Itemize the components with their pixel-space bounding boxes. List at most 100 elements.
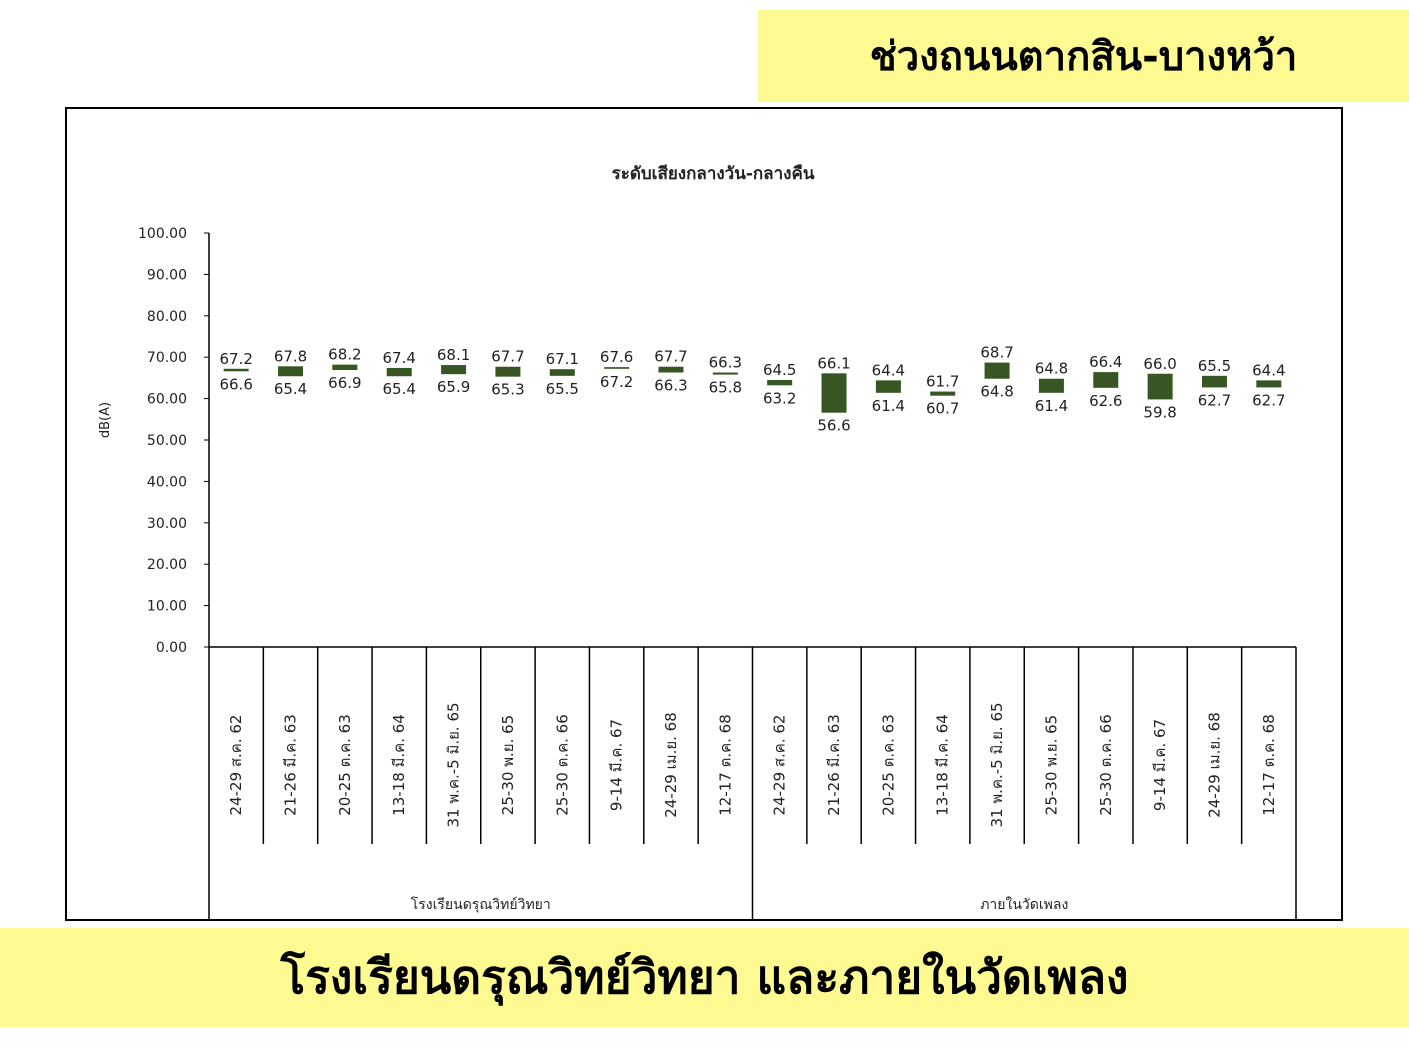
- category-label: 24-29 ส.ค. 62: [771, 715, 789, 816]
- noise-level-chart: ระดับเสียงกลางวัน-กลางคืน 0.00 10.00 20.00 3…: [98, 163, 1297, 919]
- category-label: 24-29 เม.ย. 68: [1205, 712, 1223, 818]
- category-label: 9-14 มี.ค. 67: [608, 719, 626, 811]
- range-bar: [658, 366, 684, 373]
- category-label: 25-30 พ.ย. 65: [1042, 715, 1060, 815]
- y-tick-label: 10.00: [147, 599, 187, 615]
- high-value-label: 66.3: [709, 354, 742, 372]
- low-value-label: 63.2: [763, 389, 796, 407]
- high-value-label: 67.4: [383, 349, 416, 367]
- high-value-label: 68.7: [980, 344, 1013, 362]
- category-label: 24-29 เม.ย. 68: [662, 712, 680, 818]
- low-value-label: 65.4: [383, 380, 416, 398]
- range-bar: [1038, 378, 1064, 393]
- high-value-label: 61.7: [926, 373, 959, 391]
- section-title-banner: ช่วงถนนตากสิน-บางหว้า: [758, 10, 1409, 102]
- group-label: โรงเรียนดรุณวิทย์วิทยา: [411, 896, 551, 913]
- low-value-label: 67.2: [600, 373, 633, 391]
- high-value-label: 68.1: [437, 346, 470, 364]
- low-value-label: 64.8: [980, 383, 1013, 401]
- high-value-label: 64.4: [1252, 361, 1285, 379]
- range-bar: [712, 372, 738, 375]
- high-value-label: 68.2: [328, 346, 361, 364]
- low-value-label: 61.4: [872, 397, 905, 415]
- category-label: 31 พ.ค.-5 มิ.ย. 65: [445, 702, 463, 827]
- range-bar: [604, 367, 630, 369]
- low-value-label: 62.7: [1198, 391, 1231, 409]
- y-tick-label: 20.00: [147, 557, 187, 573]
- high-value-label: 67.7: [491, 348, 524, 366]
- range-bar: [223, 368, 249, 372]
- range-bar: [875, 380, 901, 393]
- range-bar: [278, 366, 304, 377]
- range-bar: [495, 366, 521, 377]
- y-axis-label: dB(A): [98, 402, 113, 438]
- y-tick-label: 50.00: [147, 433, 187, 449]
- high-value-label: 66.1: [817, 354, 850, 372]
- range-bar: [386, 367, 412, 377]
- high-value-label: 64.8: [1035, 360, 1068, 378]
- low-value-label: 59.8: [1143, 403, 1176, 421]
- category-label: 13-18 มี.ค. 64: [390, 714, 408, 816]
- y-tick-label: 30.00: [147, 516, 187, 532]
- category-label: 21-26 มี.ค. 63: [282, 714, 300, 816]
- category-label: 12-17 ต.ค. 68: [716, 714, 734, 816]
- chart-frame: ระดับเสียงกลางวัน-กลางคืน 0.00 10.00 20.00 3…: [65, 107, 1343, 921]
- high-value-label: 67.2: [219, 350, 252, 368]
- caption-banner: โรงเรียนดรุณวิทย์วิทยา และภายในวัดเพลง: [0, 928, 1409, 1027]
- chart-title: ระดับเสียงกลางวัน-กลางคืน: [612, 163, 815, 184]
- low-value-label: 62.7: [1252, 391, 1285, 409]
- category-label: 9-14 มี.ค. 67: [1151, 719, 1169, 811]
- section-title: ช่วงถนนตากสิน-บางหว้า: [869, 34, 1298, 80]
- high-value-label: 66.0: [1143, 355, 1176, 373]
- category-label: 24-29 ส.ค. 62: [227, 715, 245, 816]
- low-value-label: 61.4: [1035, 397, 1068, 415]
- range-bar: [332, 364, 358, 371]
- y-tick-label: 0.00: [156, 640, 187, 656]
- range-bar: [930, 391, 956, 396]
- category-label: 25-30 ต.ค. 66: [1097, 714, 1115, 816]
- high-value-label: 67.7: [654, 348, 687, 366]
- category-label: 20-25 ต.ค. 63: [879, 714, 897, 816]
- high-value-label: 67.8: [274, 347, 307, 365]
- range-bar: [549, 369, 575, 376]
- range-bar: [1147, 373, 1173, 400]
- range-bar: [441, 365, 467, 375]
- range-bar: [821, 373, 847, 413]
- low-value-label: 60.7: [926, 400, 959, 418]
- category-label: 20-25 ต.ค. 63: [336, 714, 354, 816]
- low-value-label: 65.8: [709, 379, 742, 397]
- y-tick-label: 90.00: [147, 267, 187, 283]
- high-value-label: 67.6: [600, 348, 633, 366]
- high-value-label: 65.5: [1198, 357, 1231, 375]
- high-value-label: 67.1: [546, 350, 579, 368]
- high-value-label: 66.4: [1089, 353, 1122, 371]
- range-bar: [1201, 375, 1227, 388]
- y-tick-label: 80.00: [147, 309, 187, 325]
- low-value-label: 65.5: [546, 380, 579, 398]
- low-value-label: 66.3: [654, 377, 687, 395]
- high-value-label: 64.4: [872, 361, 905, 379]
- category-label: 12-17 ต.ค. 68: [1260, 714, 1278, 816]
- y-tick-label: 40.00: [147, 474, 187, 490]
- caption: โรงเรียนดรุณวิทย์วิทยา และภายในวัดเพลง: [280, 950, 1129, 1004]
- range-bar: [984, 362, 1010, 379]
- range-bar: [767, 379, 793, 386]
- high-value-label: 64.5: [763, 361, 796, 379]
- category-label: 21-26 มี.ค. 63: [825, 714, 843, 816]
- low-value-label: 56.6: [817, 417, 850, 435]
- group-label: ภายในวัดเพลง: [980, 896, 1068, 913]
- low-value-label: 65.9: [437, 378, 470, 396]
- category-label: 31 พ.ค.-5 มิ.ย. 65: [988, 702, 1006, 827]
- y-tick-label: 70.00: [147, 350, 187, 366]
- category-label: 13-18 มี.ค. 64: [934, 714, 952, 816]
- y-tick-label: 60.00: [147, 392, 187, 408]
- low-value-label: 66.9: [328, 374, 361, 392]
- category-label: 25-30 ต.ค. 66: [553, 714, 571, 816]
- range-bar: [1093, 372, 1119, 388]
- low-value-label: 65.4: [274, 380, 307, 398]
- y-tick-label: 100.00: [138, 226, 187, 242]
- category-label: 25-30 พ.ย. 65: [499, 715, 517, 815]
- low-value-label: 66.6: [219, 375, 252, 393]
- low-value-label: 62.6: [1089, 392, 1122, 410]
- low-value-label: 65.3: [491, 381, 524, 399]
